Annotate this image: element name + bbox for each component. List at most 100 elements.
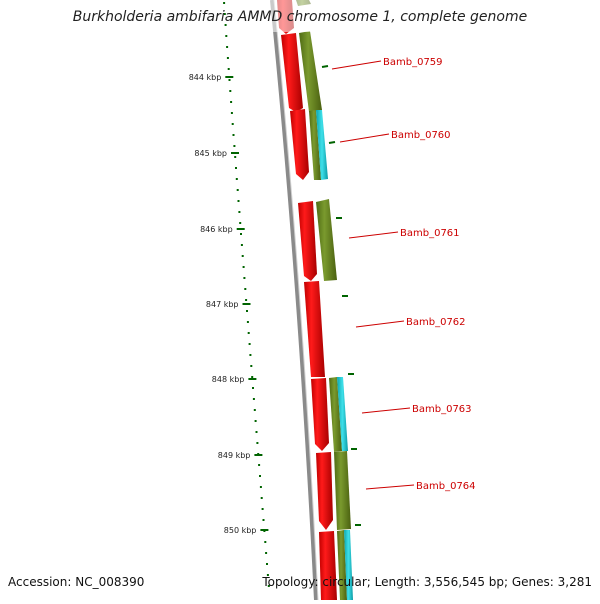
ruler-dot <box>260 497 263 499</box>
ruler-dot <box>255 431 258 433</box>
ruler-dot <box>245 299 248 301</box>
ruler-dot <box>267 585 270 587</box>
ruler-dot <box>252 398 255 400</box>
ruler-dot <box>240 244 243 246</box>
ruler-dot <box>249 354 252 356</box>
olive-block <box>329 377 342 452</box>
accession-label: Accession: NC_008390 <box>8 575 145 589</box>
ruler-dot <box>250 365 253 367</box>
ruler-tick-label: 849 kbp <box>218 451 251 460</box>
olive-block <box>337 530 347 600</box>
ruler-dot <box>226 57 229 59</box>
ruler-dot <box>230 101 233 103</box>
ruler-dot <box>264 541 267 543</box>
ruler-dot <box>243 277 246 279</box>
cds-block <box>311 378 329 451</box>
ruler-dot <box>226 46 229 48</box>
gene-ticks <box>321 65 361 526</box>
ruler-dot <box>237 200 240 202</box>
gene-label[interactable]: Bamb_0759 <box>383 57 443 68</box>
gene-leader-line <box>339 133 390 143</box>
gene-leader-line <box>331 60 382 70</box>
ruler-dot <box>246 310 248 312</box>
backbone-arc-highlight <box>273 0 319 601</box>
genome-summary: Topology: circular; Length: 3,556,545 bp… <box>262 575 592 589</box>
ruler-dot <box>246 321 249 323</box>
cds-block <box>290 109 309 180</box>
ruler-dot <box>266 574 269 576</box>
ruler-dot <box>254 420 257 422</box>
ruler-dot <box>251 376 254 378</box>
ruler-tick-label: 846 kbp <box>200 225 233 234</box>
ruler-dot <box>223 2 226 4</box>
ruler-dot <box>242 266 245 268</box>
ruler-dot <box>234 156 237 158</box>
ruler-dot <box>259 475 261 477</box>
gene-label[interactable]: Bamb_0760 <box>391 130 451 141</box>
ruler-dot <box>253 409 256 411</box>
ruler-dot <box>248 343 251 345</box>
olive-block <box>309 110 321 180</box>
ruler-dotted-arc <box>223 2 270 587</box>
ruler-dot <box>236 189 239 191</box>
ruler-dot <box>256 442 259 444</box>
ruler-dot <box>238 211 241 213</box>
ruler-dot <box>225 35 228 37</box>
ruler-tick-label: 844 kbp <box>189 73 222 82</box>
ruler-tick-label: 847 kbp <box>206 300 239 309</box>
ruler-dot <box>265 552 268 554</box>
ruler-dot <box>239 222 242 224</box>
ruler-labels: 844 kbp 845 kbp 846 kbp 847 kbp 848 kbp 849 k… <box>189 73 269 535</box>
ruler-dot <box>228 79 231 81</box>
gene-leader-line <box>348 231 399 239</box>
backbone-arc <box>270 0 318 601</box>
cds-block <box>319 531 337 600</box>
cyan-block <box>344 530 353 600</box>
ruler-dot <box>262 519 265 521</box>
ruler-dot <box>232 134 235 136</box>
ruler-dot <box>259 486 262 488</box>
ruler-dot <box>258 464 261 466</box>
ruler-dot <box>252 387 254 389</box>
title-fade <box>265 0 325 32</box>
ruler-dot <box>229 90 232 92</box>
ruler-dot <box>247 332 250 334</box>
cds-block <box>316 452 333 530</box>
cds-block <box>304 281 325 377</box>
ruler-dot <box>230 112 233 114</box>
ruler-dot <box>240 233 242 235</box>
feature-track <box>296 0 353 600</box>
cyan-block <box>316 110 328 180</box>
ruler-dot <box>231 123 234 125</box>
ruler-dot <box>224 24 227 26</box>
ruler-dot <box>227 68 230 70</box>
olive-block <box>299 31 322 112</box>
cyan-block <box>337 377 348 451</box>
ruler-tick-label: 848 kbp <box>212 375 245 384</box>
ruler-dot <box>244 288 247 290</box>
gene-label[interactable]: Bamb_0764 <box>416 481 476 492</box>
gene-label[interactable]: Bamb_0763 <box>412 404 472 415</box>
gene-label[interactable]: Bamb_0761 <box>400 228 460 239</box>
ruler-tick-label: 845 kbp <box>194 149 227 158</box>
cds-block <box>298 201 317 281</box>
gene-labels: Bamb_0759 Bamb_0760 Bamb_0761 Bamb_0762 Bamb… <box>383 57 476 492</box>
ruler-dot <box>223 13 226 15</box>
gene-leader-line <box>355 320 405 328</box>
map-title: Burkholderia ambifaria AMMD chromosome 1… <box>72 9 528 25</box>
ruler-dot <box>241 255 244 257</box>
ruler-dot <box>261 508 264 510</box>
gene-label-leaders <box>331 60 415 490</box>
olive-block <box>316 199 337 281</box>
olive-block <box>334 451 351 530</box>
cds-block <box>281 33 303 112</box>
ruler-tick-label: 850 kbp <box>224 526 257 535</box>
ruler-dot <box>233 145 236 147</box>
gene-leader-line <box>361 407 411 414</box>
ruler-dot <box>235 178 238 180</box>
gene-leader-line <box>365 484 415 490</box>
gene-label[interactable]: Bamb_0762 <box>406 317 466 328</box>
ruler-dot <box>266 563 268 565</box>
ruler-dot <box>235 167 237 169</box>
